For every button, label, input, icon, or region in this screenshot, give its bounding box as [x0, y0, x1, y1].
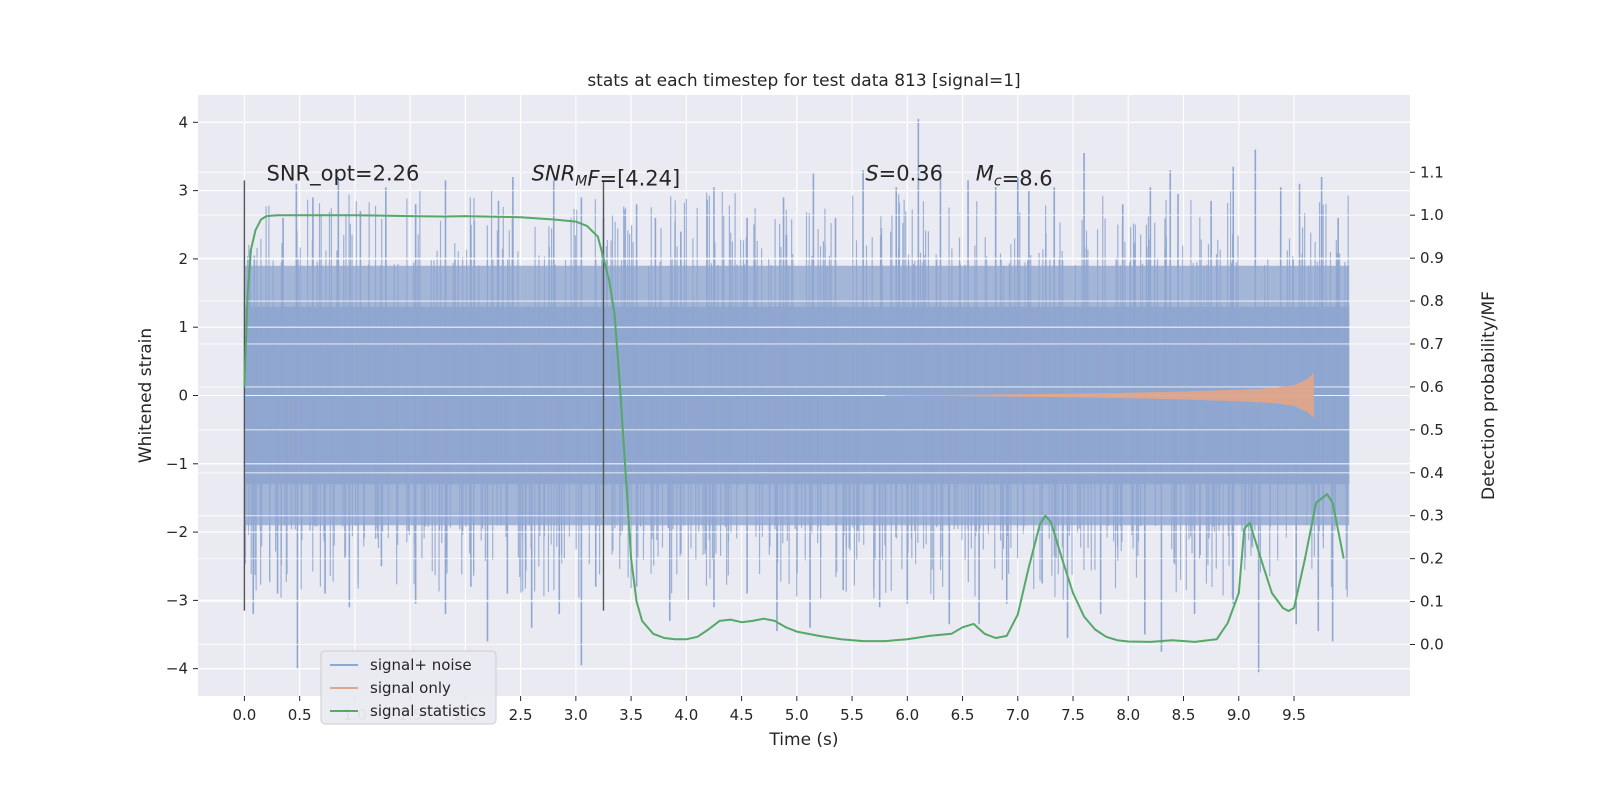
x-tick-label: 8.5 [1172, 706, 1196, 724]
annotation-part: =8.6 [1002, 166, 1053, 190]
annotation-part: M [575, 173, 587, 189]
legend-label-signal-statistics: signal statistics [370, 702, 486, 720]
axis-ticks: 0.00.51.01.52.02.53.03.54.04.55.05.56.06… [166, 113, 1444, 724]
signal-only-envelope [885, 372, 1314, 419]
y-tick-label: 4 [178, 113, 188, 131]
x-tick-label: 0.5 [288, 706, 312, 724]
legend-label-signal-plus-noise: signal+ noise [370, 656, 472, 674]
y2-tick-label: 0.1 [1420, 593, 1444, 611]
x-tick-label: 0.0 [232, 706, 256, 724]
y2-tick-label: 0.0 [1420, 635, 1444, 653]
annotation-part: =[4.24] [599, 166, 680, 190]
y2-tick-label: 0.7 [1420, 335, 1444, 353]
annotation-part: S [865, 161, 878, 185]
x-axis-label: Time (s) [768, 730, 838, 750]
y2-tick-label: 0.2 [1420, 550, 1444, 568]
y2-axis-label: Detection probability/MF [1479, 291, 1499, 500]
y-tick-label: −2 [166, 523, 188, 541]
x-tick-label: 7.5 [1061, 706, 1085, 724]
y2-tick-label: 0.4 [1420, 464, 1444, 482]
annotation-text: Mc=8.6 [976, 161, 1053, 190]
y2-tick-label: 0.9 [1420, 249, 1444, 267]
x-tick-label: 6.5 [951, 706, 975, 724]
y2-tick-label: 0.5 [1420, 421, 1444, 439]
y2-tick-label: 1.1 [1420, 163, 1444, 181]
annotation-text: SNR_opt=2.26 [266, 161, 419, 186]
annotation-text: SNRMF=[4.24] [532, 161, 681, 190]
signal-statistics-line [243, 214, 1345, 643]
y-tick-label: −1 [166, 455, 188, 473]
x-tick-label: 9.0 [1227, 706, 1251, 724]
x-tick-label: 9.5 [1282, 706, 1306, 724]
x-tick-label: 7.0 [1006, 706, 1030, 724]
annotation-part: SNR [532, 161, 576, 185]
annotation-part: c [994, 173, 1002, 189]
y2-tick-label: 1.0 [1420, 206, 1444, 224]
x-tick-label: 5.0 [785, 706, 809, 724]
annotation-part: =0.36 [879, 161, 943, 185]
legend: signal+ noise signal only signal statist… [320, 650, 497, 725]
x-tick-label: 5.5 [840, 706, 864, 724]
x-tick-label: 2.5 [509, 706, 533, 724]
annotation-part: F [587, 166, 600, 190]
x-tick-label: 3.0 [564, 706, 588, 724]
x-tick-label: 4.0 [674, 706, 698, 724]
y2-tick-label: 0.3 [1420, 507, 1444, 525]
x-tick-label: 8.0 [1116, 706, 1140, 724]
y-tick-label: −4 [166, 660, 188, 678]
y-tick-label: 3 [178, 182, 188, 200]
grid-lines-overlay [198, 121, 1410, 670]
y-tick-label: −3 [166, 591, 188, 609]
y-tick-label: 2 [178, 250, 188, 268]
signal-statistics-series [243, 214, 1345, 643]
signal-only-series [885, 372, 1314, 419]
annotation-part: SNR_opt=2.26 [266, 161, 419, 186]
y2-tick-label: 0.6 [1420, 378, 1444, 396]
y-axis-label: Whitened strain [136, 328, 156, 463]
chart-title: stats at each timestep for test data 813… [587, 71, 1020, 91]
legend-label-signal-only: signal only [370, 679, 451, 697]
x-tick-label: 6.0 [895, 706, 919, 724]
y-tick-label: 1 [178, 318, 188, 336]
x-tick-label: 4.5 [730, 706, 754, 724]
y2-tick-label: 0.8 [1420, 292, 1444, 310]
legend-box [320, 650, 497, 725]
x-tick-label: 3.5 [619, 706, 643, 724]
annotation-text: S=0.36 [865, 161, 943, 185]
y-tick-label: 0 [178, 387, 188, 405]
annotation-part: M [976, 161, 994, 185]
annotations: SNR_opt=2.26 SNRMF=[4.24] S=0.36 Mc=8.6 [266, 161, 1052, 190]
marker-lines [243, 180, 605, 611]
